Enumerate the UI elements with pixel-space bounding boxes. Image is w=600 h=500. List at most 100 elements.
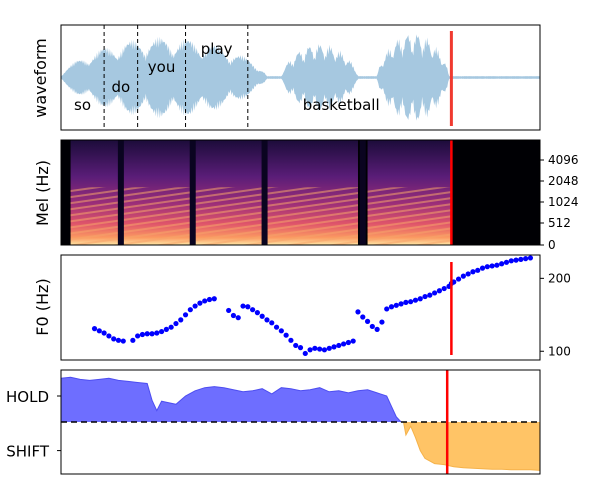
f0-point [130,337,136,343]
f0-point [341,341,347,347]
f0-point [168,324,174,330]
mel-axes-frame [60,139,541,246]
f0-point [317,346,323,352]
turn-taking-yticks: HOLD SHIFT [6,388,61,461]
f0-point [336,342,342,349]
f0-point [259,313,265,319]
f0-point [494,262,500,268]
f0-point [412,297,419,303]
f0-point [226,307,232,314]
f0-point [230,312,237,319]
mel-panel: 0 512 1024 2048 4096 Mel (Hz) [33,139,579,252]
f0-point [307,347,313,353]
f0-point [288,337,294,343]
f0-point [470,269,476,275]
f0-point [374,326,380,332]
f0-point [192,303,198,309]
f0-point [408,299,414,305]
f0-point [398,301,404,307]
f0-point [254,310,260,316]
word-label-do: do [112,78,131,96]
f0-point [206,296,213,303]
f0-point [91,326,98,332]
f0-point [417,296,423,302]
f0-point [364,318,371,324]
f0-point [135,333,141,339]
f0-point [182,312,189,318]
f0-point [163,326,169,332]
f0-point [235,315,241,321]
f0-ytick-label-1: 200 [548,271,571,285]
f0-point [422,293,428,300]
f0-axes-frame [60,254,541,361]
f0-point [96,328,102,334]
tt-ytick-label-hold: HOLD [6,388,49,406]
f0-point [187,307,193,313]
f0-point [269,320,275,326]
f0-point [388,304,395,310]
mel-ylabel: Mel (Hz) [33,160,52,226]
f0-point [101,330,107,336]
f0-point [465,271,471,277]
f0-point [321,347,328,353]
f0-point [508,258,514,264]
f0-point [139,331,146,338]
f0-point [384,306,390,312]
word-label-basketball: basketball [303,96,380,114]
f0-point [393,302,399,308]
mel-ytick-label-3: 2048 [548,174,579,188]
f0-points [91,255,534,357]
f0-point [460,273,466,279]
f0-point [278,328,284,334]
f0-point [297,345,304,351]
f0-point [250,307,256,313]
f0-ytick-label-0: 100 [548,344,571,358]
f0-point [154,330,160,336]
f0-point [273,324,280,330]
mel-ytick-label-4: 4096 [548,153,579,167]
mel-harmonics-0 [70,187,119,245]
f0-point [360,314,366,320]
mel-gap-2 [261,140,268,245]
f0-point [475,267,481,273]
f0-yticks: 100 200 [540,271,571,358]
f0-point [527,255,534,261]
mel-yticks: 0 512 1024 2048 4096 [540,153,579,252]
f0-point [455,276,462,282]
f0-point [518,256,524,262]
f0-point [115,337,122,343]
f0-ylabel: F0 (Hz) [33,278,52,335]
word-label-you: you [148,58,176,76]
f0-point [283,332,289,338]
f0-point [523,256,529,262]
mel-gap-1 [189,140,196,245]
mel-spectrogram-image [70,140,540,245]
waveform-envelope [61,34,540,121]
f0-point [326,345,332,351]
f0-panel: 100 200 F0 (Hz) [33,254,571,361]
mel-ytick-label-2: 1024 [548,195,579,209]
mel-gap-0 [117,140,124,245]
f0-point [436,288,443,294]
f0-point [379,319,385,325]
mel-gap-3 [359,140,366,245]
f0-point [211,296,217,302]
line-hold [61,376,402,423]
mel-ytick-label-0: 0 [548,238,556,252]
f0-point [158,328,165,335]
word-label-so: so [74,96,91,114]
f0-point [144,331,150,337]
f0-point [111,336,117,342]
f0-point [441,285,447,292]
f0-point [355,309,361,315]
mel-silence [458,140,540,245]
area-hold [61,377,402,422]
mel-harmonics-2 [195,187,263,245]
f0-point [149,331,155,337]
f0-point [178,317,184,323]
mel-harmonics-1 [123,187,191,245]
f0-point [499,261,505,267]
waveform-axes-frame [60,24,541,131]
